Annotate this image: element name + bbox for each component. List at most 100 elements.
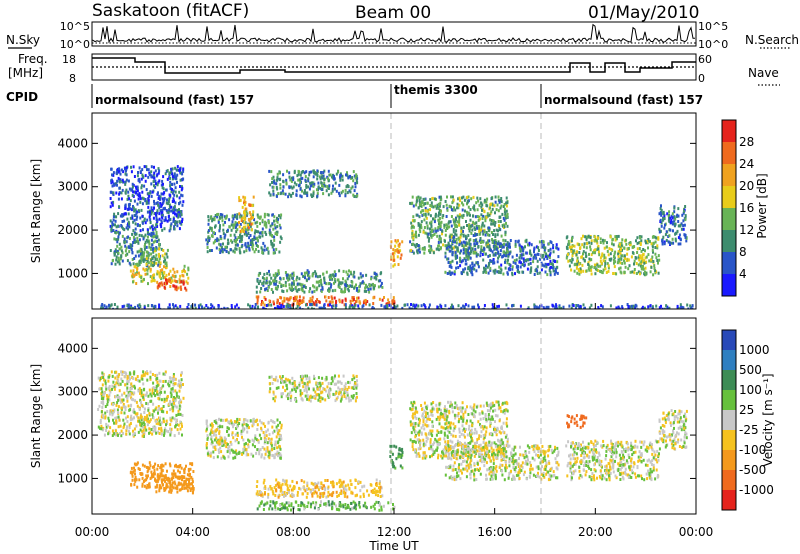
power-cell <box>296 275 299 279</box>
power-cell <box>285 273 288 277</box>
velocity-cell <box>152 381 155 385</box>
cpid-segment-1: normalsound (fast) 157 <box>95 93 254 107</box>
power-cell <box>549 251 552 255</box>
power-cell <box>645 255 648 259</box>
power-cell <box>467 233 470 237</box>
power-cell <box>159 261 162 265</box>
power-cell <box>372 282 374 286</box>
power-cell <box>500 244 503 248</box>
velocity-cell <box>168 402 171 406</box>
power-cell <box>373 307 375 309</box>
power-cell <box>494 211 496 215</box>
power-cell <box>156 211 158 215</box>
power-cell <box>237 306 240 309</box>
power-cell <box>161 213 164 217</box>
velocity-cell <box>170 403 173 407</box>
power-cell <box>231 220 234 224</box>
power-cell <box>578 262 581 266</box>
power-cell <box>114 262 117 266</box>
power-cell <box>667 240 670 244</box>
power-cell <box>219 251 222 254</box>
power-cell <box>210 226 213 230</box>
power-cell <box>327 187 330 190</box>
power-cell <box>380 281 383 285</box>
power-cell <box>460 226 463 230</box>
power-cell <box>430 224 433 228</box>
power-cell <box>444 200 447 203</box>
power-cell <box>133 190 136 194</box>
velocity-cell <box>165 482 168 486</box>
power-cell <box>587 261 590 265</box>
power-cell <box>320 283 323 287</box>
power-cell <box>349 304 352 308</box>
power-cell <box>339 178 342 182</box>
power-cell <box>203 307 206 309</box>
power-cell <box>460 249 462 253</box>
power-cell <box>323 278 326 282</box>
power-cell <box>539 271 542 275</box>
power-cell <box>335 189 338 193</box>
power-cell <box>539 304 541 308</box>
power-cell <box>629 241 632 244</box>
velocity-cell <box>166 410 168 414</box>
power-cell <box>302 296 305 300</box>
velocity-cell <box>158 379 161 383</box>
power-cell <box>589 236 592 239</box>
power-cell <box>323 306 326 309</box>
power-cell <box>492 305 495 309</box>
velocity-cell <box>156 418 159 422</box>
power-cell <box>280 283 283 287</box>
power-cell <box>272 185 275 189</box>
power-cell <box>504 266 507 270</box>
power-cell <box>365 289 368 293</box>
power-cell <box>514 244 517 248</box>
power-cell <box>239 230 242 233</box>
velocity-cell <box>132 398 135 402</box>
power-cell <box>291 288 294 292</box>
power-cell <box>539 257 542 261</box>
power-cell <box>276 230 279 234</box>
power-cell <box>150 182 153 186</box>
power-cell <box>292 273 295 277</box>
power-cell <box>185 288 188 292</box>
power-cell <box>135 263 138 266</box>
velocity-cell <box>150 428 153 431</box>
velocity-cell <box>169 402 172 406</box>
power-cell <box>664 233 667 237</box>
power-cell <box>445 223 448 227</box>
power-cell <box>478 229 481 233</box>
velocity-cell <box>179 420 182 424</box>
power-cell <box>633 262 635 266</box>
power-cell <box>254 237 257 241</box>
power-cell <box>110 262 113 266</box>
power-cell <box>469 264 472 268</box>
power-cell <box>467 304 470 308</box>
power-cell <box>237 236 240 239</box>
velocity-cell <box>138 387 141 391</box>
velocity-cell <box>173 377 176 381</box>
velocity-cell <box>145 402 148 405</box>
power-cell <box>306 269 309 273</box>
power-cell <box>461 196 463 200</box>
power-cell <box>644 256 647 260</box>
velocity-cell <box>140 391 143 395</box>
power-cell <box>160 225 163 229</box>
power-cell <box>448 307 451 309</box>
power-cell <box>128 222 131 226</box>
velocity-cell <box>104 405 107 408</box>
velocity-cell <box>136 485 139 489</box>
power-cell <box>417 195 420 199</box>
power-cell <box>446 226 449 230</box>
power-cell <box>181 203 184 207</box>
power-cell <box>115 258 118 262</box>
power-cell <box>588 306 591 309</box>
power-cell <box>482 258 485 262</box>
power-cell <box>172 284 175 288</box>
velocity-cell <box>130 482 133 486</box>
power-cell <box>136 185 139 189</box>
velocity-cell <box>141 377 144 381</box>
power-cell <box>238 225 241 229</box>
power-cell <box>415 213 418 217</box>
power-cell <box>458 218 461 222</box>
power-cell <box>352 179 355 183</box>
